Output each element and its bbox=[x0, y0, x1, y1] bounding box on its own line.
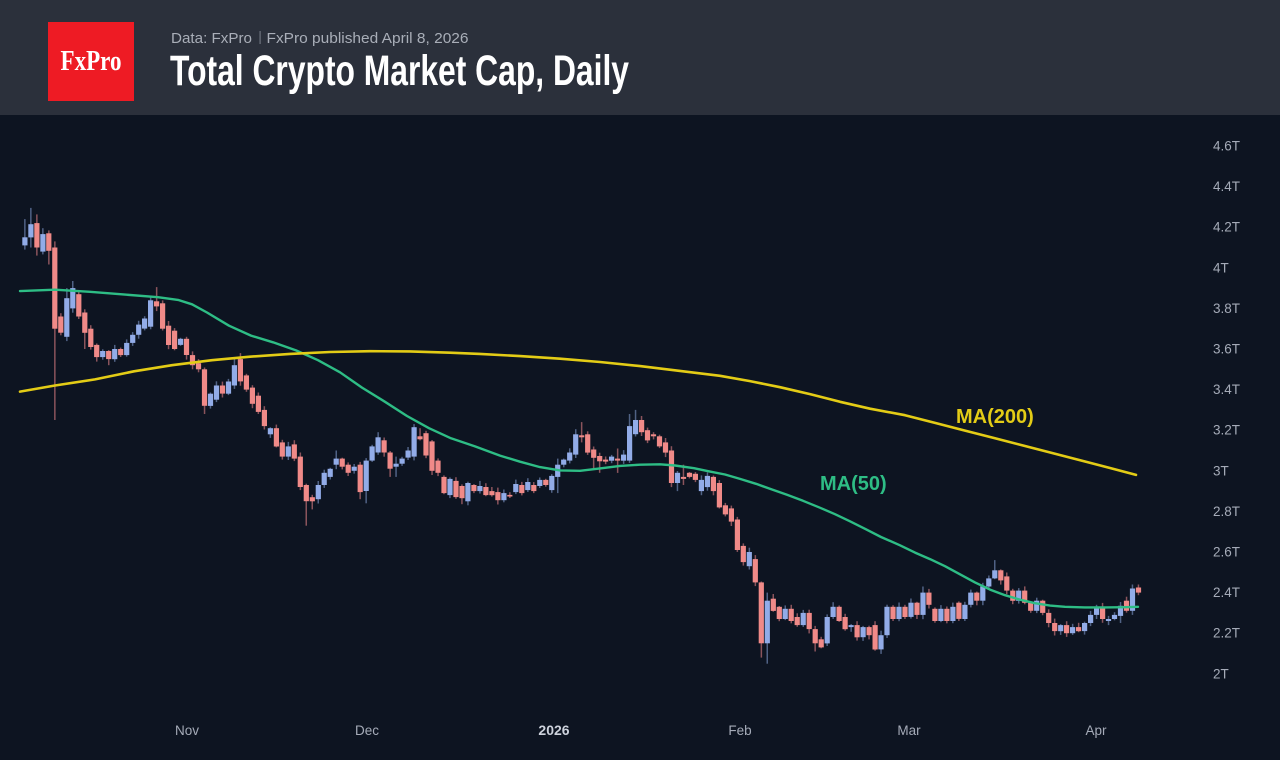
svg-text:2.6T: 2.6T bbox=[1213, 545, 1240, 560]
svg-text:Dec: Dec bbox=[355, 723, 379, 738]
svg-text:3.6T: 3.6T bbox=[1213, 342, 1240, 357]
svg-text:3T: 3T bbox=[1213, 463, 1229, 478]
svg-text:Nov: Nov bbox=[175, 723, 199, 738]
svg-text:2.4T: 2.4T bbox=[1213, 585, 1240, 600]
svg-text:Apr: Apr bbox=[1085, 723, 1107, 738]
svg-text:MA(50): MA(50) bbox=[820, 473, 887, 495]
svg-text:4T: 4T bbox=[1213, 260, 1229, 275]
svg-text:2.8T: 2.8T bbox=[1213, 504, 1240, 519]
svg-text:Total Crypto Market Cap, Daily: Total Crypto Market Cap, Daily bbox=[170, 48, 629, 95]
svg-text:3.8T: 3.8T bbox=[1213, 301, 1240, 316]
svg-text:Data: FxPro: Data: FxPro bbox=[171, 30, 252, 47]
svg-text:4.6T: 4.6T bbox=[1213, 139, 1240, 154]
svg-text:Mar: Mar bbox=[897, 723, 921, 738]
svg-text:FxPro published April 8, 2026: FxPro published April 8, 2026 bbox=[267, 30, 469, 47]
svg-text:3.4T: 3.4T bbox=[1213, 382, 1240, 397]
svg-text:4.4T: 4.4T bbox=[1213, 179, 1240, 194]
svg-text:MA(200): MA(200) bbox=[956, 406, 1034, 428]
svg-text:FxPro: FxPro bbox=[61, 46, 122, 77]
svg-text:4.2T: 4.2T bbox=[1213, 220, 1240, 235]
svg-text:3.2T: 3.2T bbox=[1213, 423, 1240, 438]
svg-text:Feb: Feb bbox=[728, 723, 751, 738]
svg-text:2T: 2T bbox=[1213, 666, 1229, 681]
svg-text:2026: 2026 bbox=[538, 722, 569, 738]
svg-text:2.2T: 2.2T bbox=[1213, 626, 1240, 641]
